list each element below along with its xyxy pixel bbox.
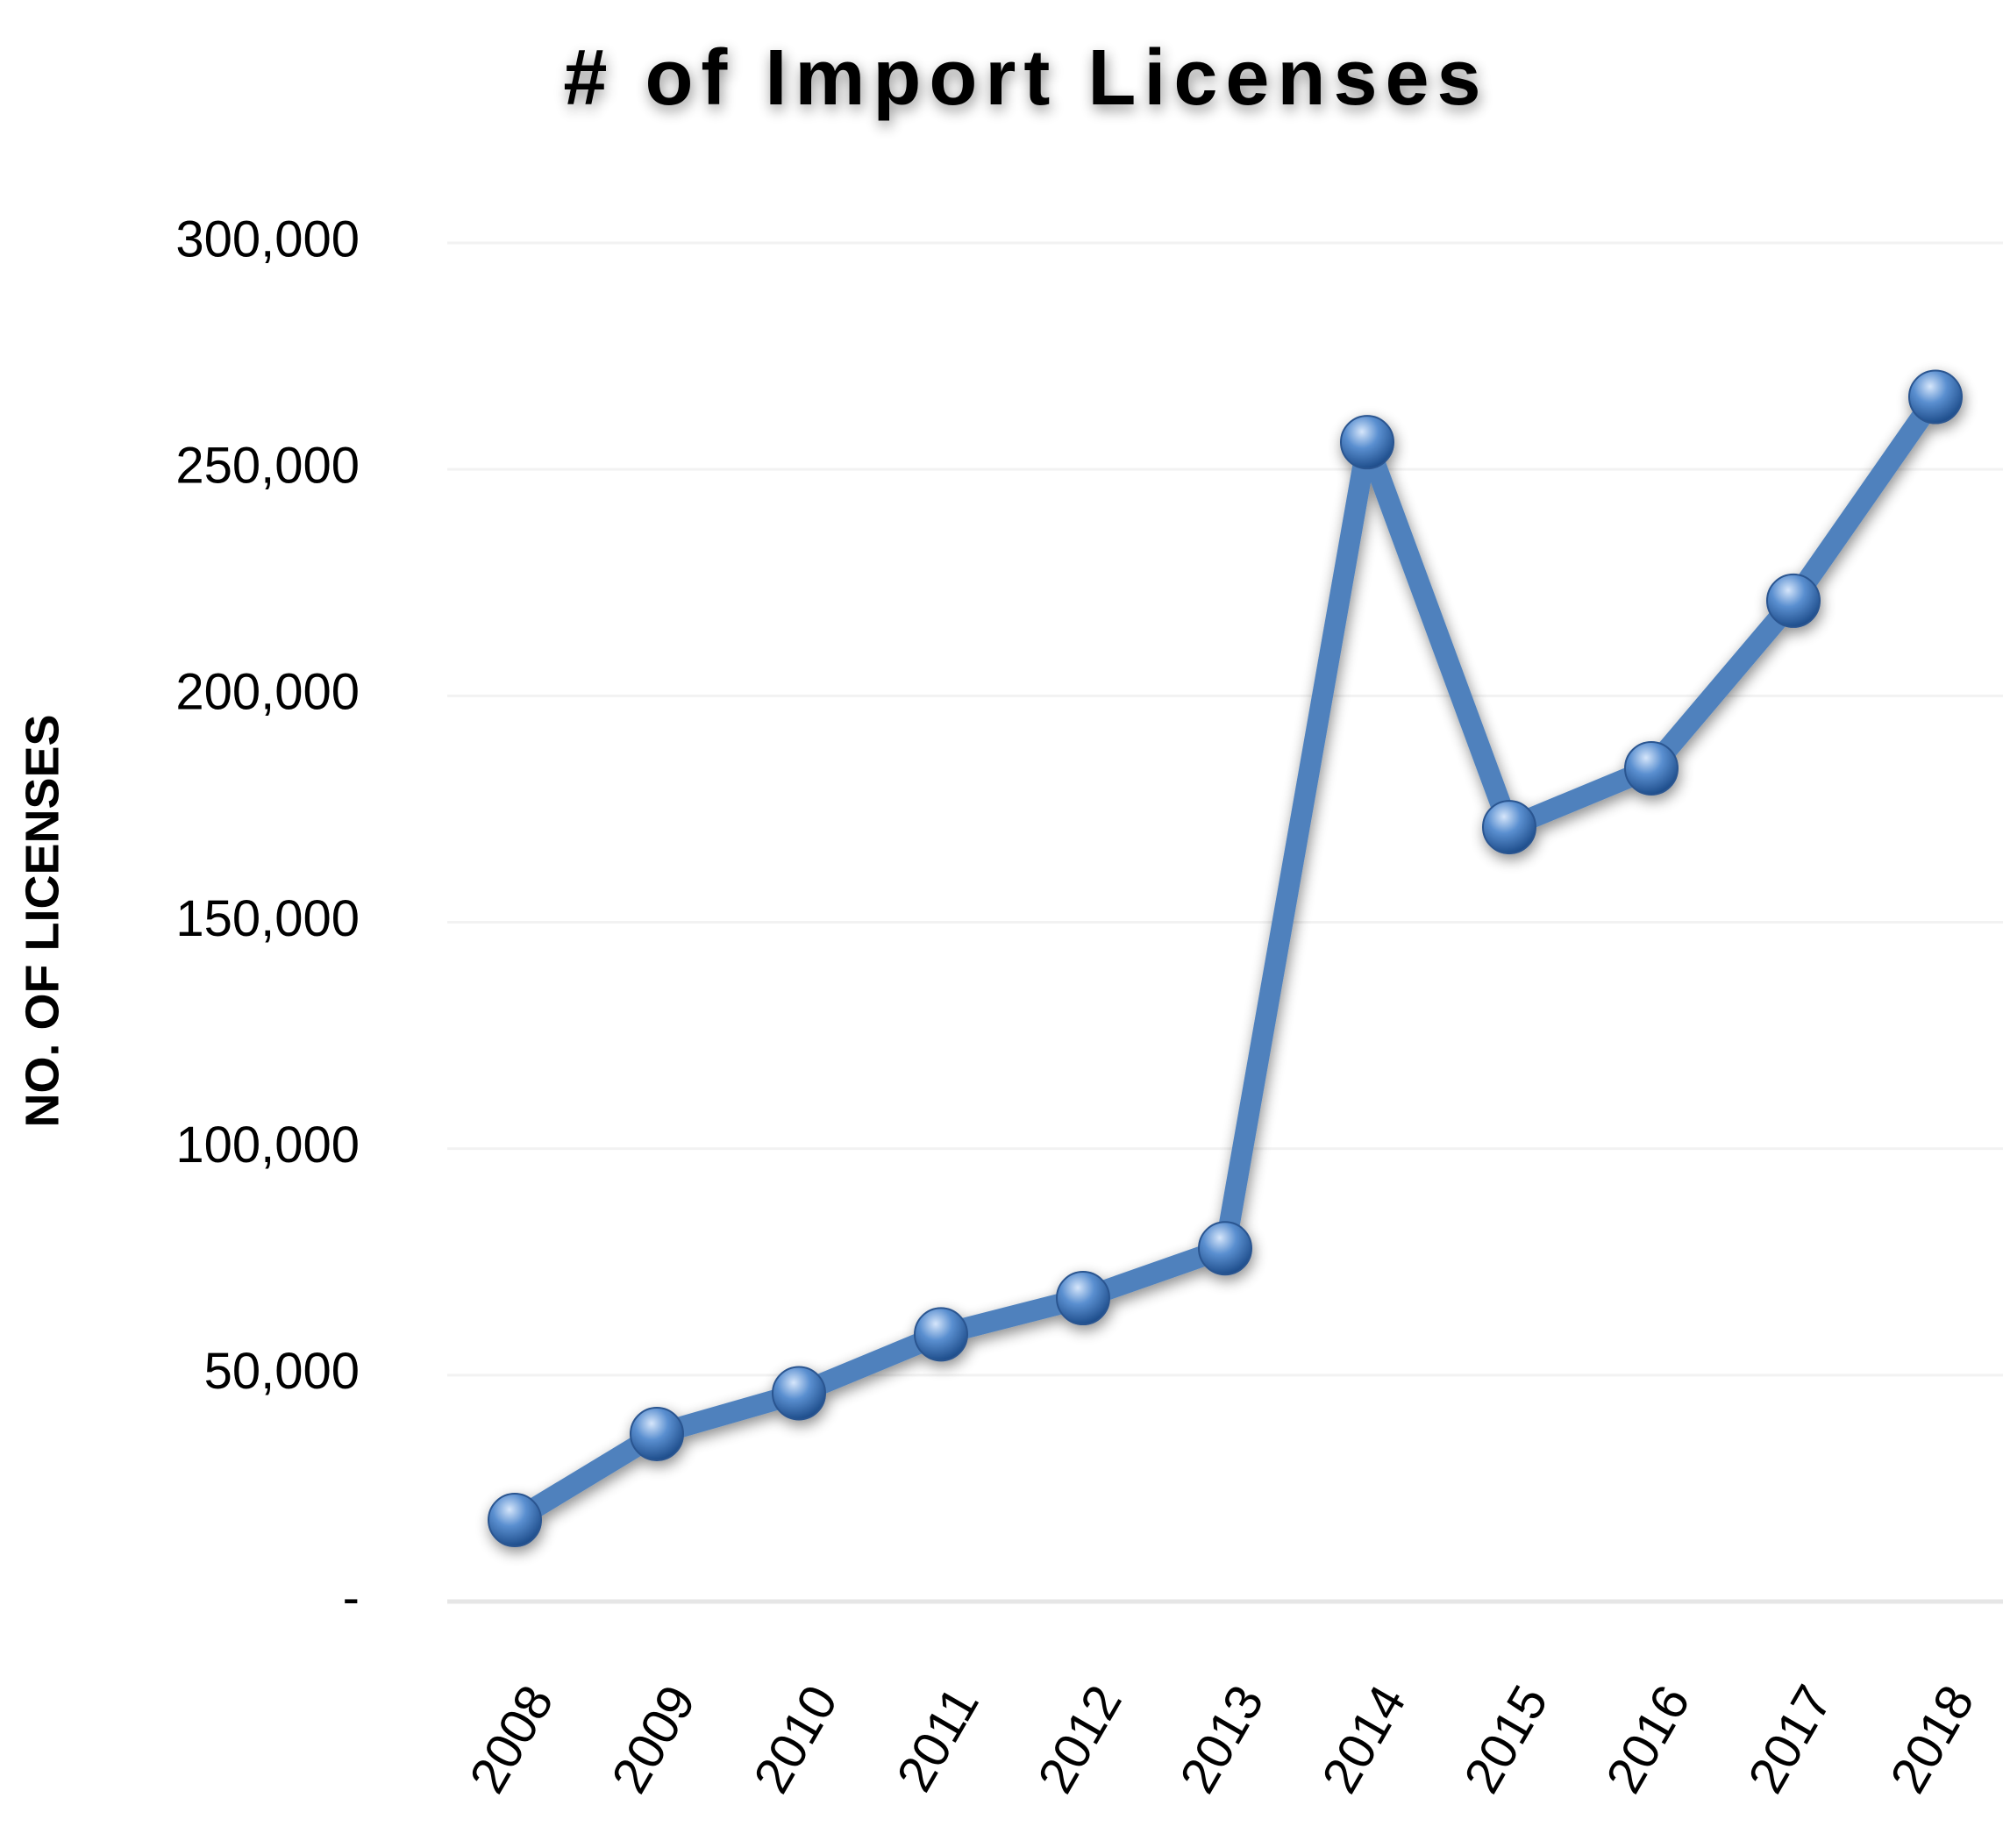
x-tick-label: 2014 (1311, 1676, 1417, 1802)
marker (1908, 369, 1963, 425)
marker (914, 1307, 968, 1362)
x-tick-label: 2016 (1595, 1676, 1701, 1802)
y-tick-label: 200,000 (175, 664, 360, 721)
line (509, 390, 1944, 1530)
chart-title: # of Import Licenses (563, 34, 1488, 122)
marker (488, 1493, 542, 1548)
marker (1198, 1221, 1252, 1276)
x-tick-label: 2013 (1169, 1676, 1275, 1802)
y-tick-label: 150,000 (175, 890, 360, 947)
marker (1624, 740, 1679, 796)
y-tick-label: 250,000 (175, 437, 360, 494)
y-tick-label: 50,000 (204, 1343, 360, 1400)
y-tick-label: 100,000 (175, 1117, 360, 1174)
x-tick-label: 2017 (1737, 1676, 1843, 1802)
marker (1340, 415, 1394, 470)
marker (772, 1366, 826, 1421)
x-tick-label: 2010 (743, 1676, 849, 1802)
y-tick-label: - (343, 1569, 360, 1626)
series (488, 369, 1963, 1548)
x-tick-label: 2012 (1027, 1676, 1133, 1802)
x-tick-label: 2008 (459, 1676, 565, 1802)
y-tick-label: 300,000 (175, 210, 360, 268)
marker (1056, 1271, 1110, 1326)
y-axis-label: NO. OF LICENSES (16, 714, 68, 1127)
x-tick-label: 2011 (886, 1678, 990, 1802)
x-tick-label: 2018 (1879, 1676, 1985, 1802)
marker (630, 1406, 684, 1461)
marker (1766, 573, 1821, 628)
marker (1482, 800, 1536, 855)
x-tick-label: 2015 (1453, 1676, 1559, 1802)
x-tick-label: 2009 (601, 1676, 707, 1802)
